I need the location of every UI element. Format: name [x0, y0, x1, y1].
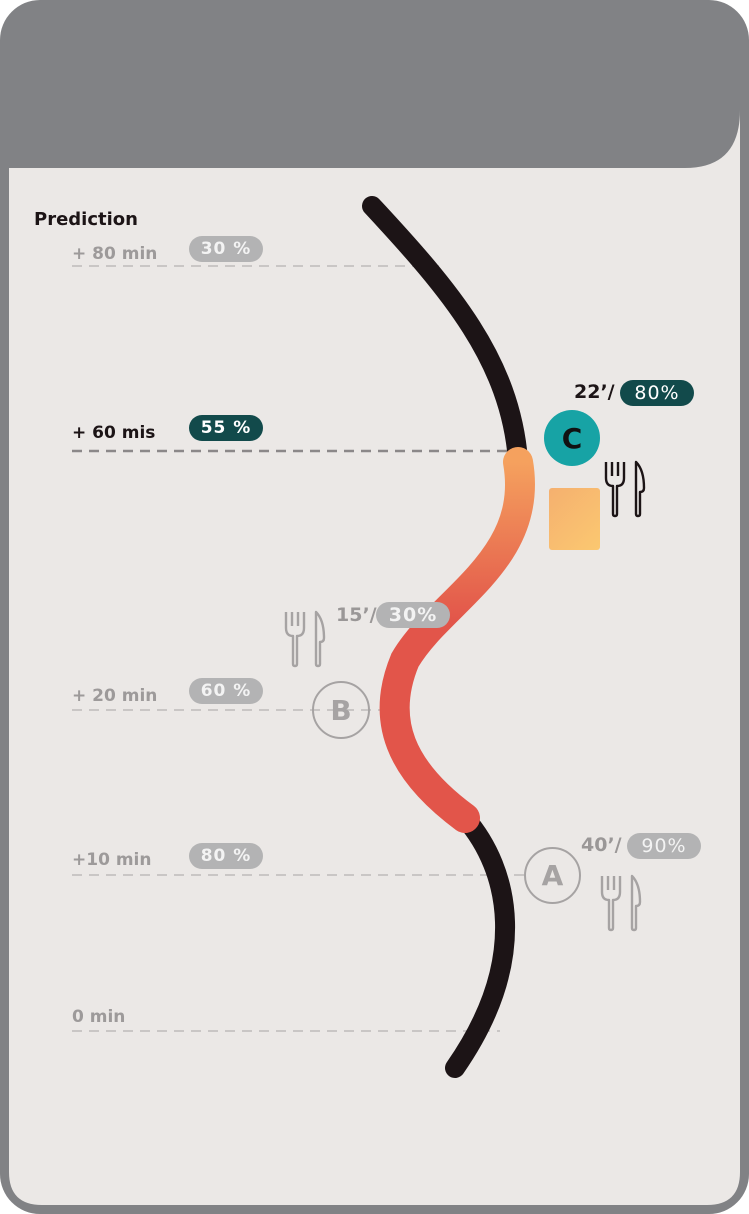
- timeline-label-80: + 80 min: [72, 244, 158, 264]
- stop-a-occupancy: 90%: [627, 833, 701, 859]
- route-lower: [445, 808, 515, 1078]
- stop-a-marker[interactable]: A: [524, 847, 581, 904]
- route-highlight: [379, 447, 535, 833]
- timeline-percent-10: 80 %: [189, 843, 263, 869]
- stop-c-occupancy: 80%: [620, 380, 694, 406]
- timeline-percent-60: 55 %: [189, 415, 263, 441]
- stop-c-time: 22’/: [574, 381, 615, 403]
- timeline-label-0: 0 min: [72, 1007, 126, 1027]
- timeline-label-60: + 60 mis: [72, 423, 156, 443]
- stop-c-highlight-block: [549, 488, 600, 550]
- stop-c-marker[interactable]: C: [544, 410, 600, 466]
- timeline-percent-80: 30 %: [189, 236, 263, 262]
- stop-b-marker[interactable]: B: [312, 681, 370, 739]
- stop-b-occupancy: 30%: [376, 602, 450, 628]
- timeline-label-20: + 20 min: [72, 686, 158, 706]
- stop-b-fork-knife-icon: [284, 610, 326, 668]
- timeline-label-10: +10 min: [72, 850, 152, 870]
- stop-a-time: 40’/: [581, 834, 622, 856]
- timeline-percent-20: 60 %: [189, 678, 263, 704]
- stop-c-fork-knife-icon: [604, 460, 646, 518]
- stop-a-fork-knife-icon: [600, 874, 642, 932]
- route-upper: [362, 196, 528, 470]
- prediction-title: Prediction: [34, 209, 138, 230]
- stop-b-time: 15’/: [336, 604, 377, 626]
